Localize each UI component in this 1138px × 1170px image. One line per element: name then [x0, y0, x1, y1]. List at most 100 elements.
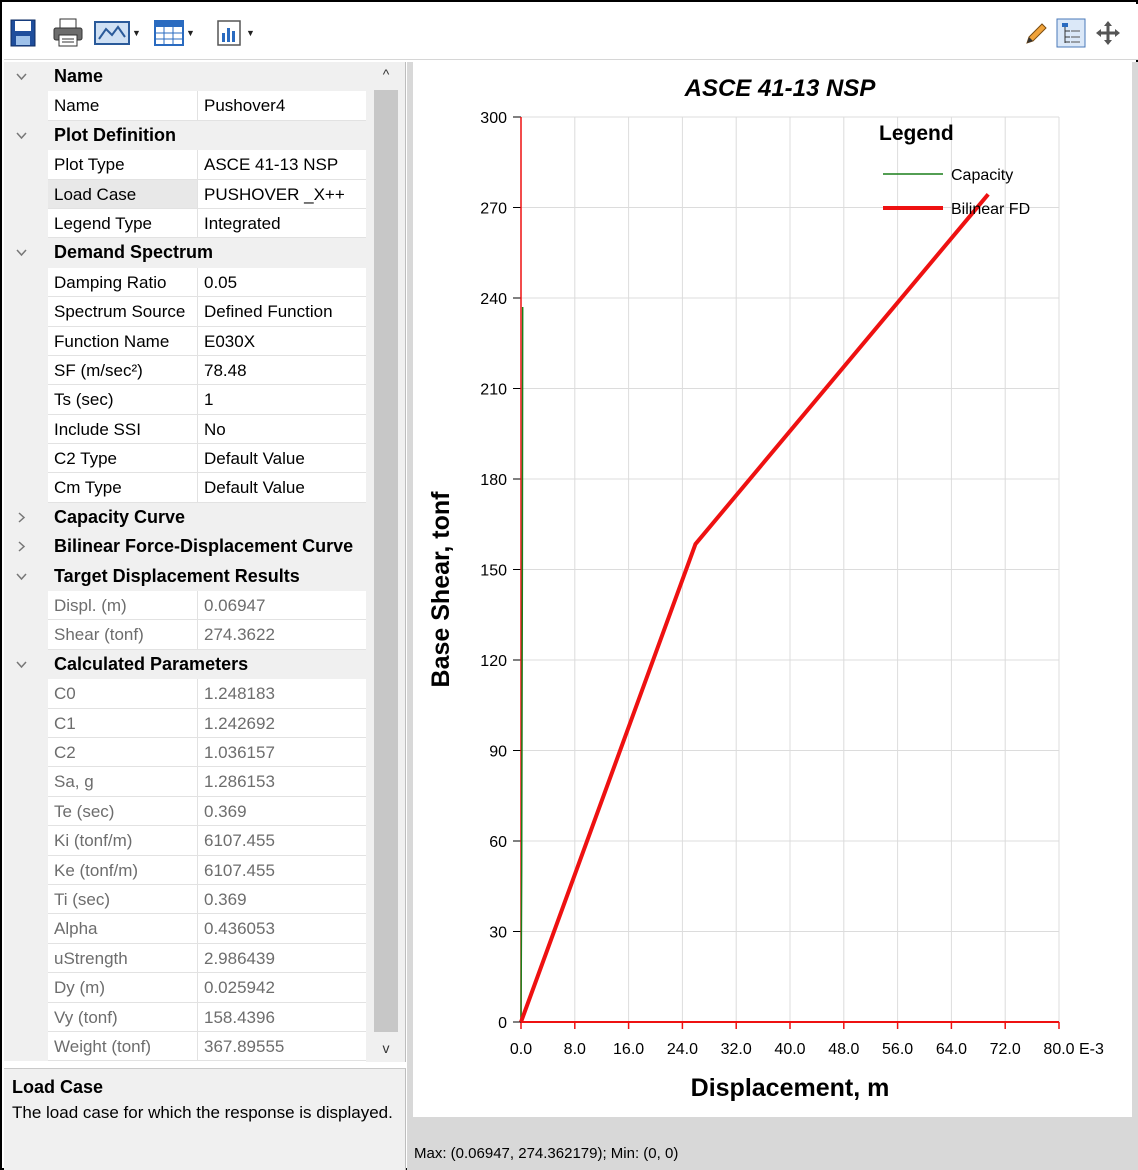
property-value[interactable]: 6107.455: [198, 856, 366, 885]
property-value[interactable]: PUSHOVER _X++: [198, 180, 366, 209]
print-icon: [53, 18, 83, 47]
property-value[interactable]: Default Value: [198, 444, 366, 474]
property-value[interactable]: 0.025942: [198, 973, 366, 1003]
chevron-down-icon[interactable]: [16, 571, 27, 582]
property-value[interactable]: 0.369: [198, 797, 366, 827]
property-value[interactable]: 0.436053: [198, 914, 366, 944]
property-row-name[interactable]: Name Pushover4: [4, 91, 366, 121]
category-calculated-parameters[interactable]: Calculated Parameters: [4, 649, 366, 680]
property-value[interactable]: Pushover4: [198, 91, 366, 121]
gutter: [4, 473, 48, 503]
vertical-scrollbar[interactable]: ^ v: [366, 62, 405, 1062]
property-row-cm-type[interactable]: Cm Type Default Value: [4, 473, 366, 503]
property-value[interactable]: ASCE 41-13 NSP: [198, 150, 366, 180]
plot-panel: ASCE 41-13 NSP 0.0 8.0 16.0 24.0 32.0 40.0 48.0…: [407, 62, 1138, 1170]
save-button[interactable]: [10, 18, 36, 48]
property-row-load-case[interactable]: Load Case PUSHOVER _X++: [4, 179, 366, 209]
gutter: [4, 238, 48, 268]
property-row-c2-type[interactable]: C2 Type Default Value: [4, 444, 366, 474]
property-value[interactable]: 1.286153: [198, 767, 366, 797]
property-row-sa-g[interactable]: Sa, g 1.286153: [4, 767, 366, 797]
y-tick-label: 30: [489, 925, 507, 942]
property-value[interactable]: 1.248183: [198, 679, 366, 709]
property-value[interactable]: 0.369: [198, 885, 366, 915]
property-row-legend-type[interactable]: Legend Type Integrated: [4, 208, 366, 239]
chevron-right-icon[interactable]: [16, 512, 27, 523]
property-name: Te (sec): [48, 796, 198, 827]
property-value[interactable]: 78.48: [198, 356, 366, 386]
category-name[interactable]: Name: [4, 62, 366, 92]
pan-button[interactable]: [1094, 18, 1122, 48]
chevron-down-icon[interactable]: [16, 247, 27, 258]
gutter: [4, 679, 48, 709]
property-value[interactable]: 2.986439: [198, 944, 366, 974]
scrollbar-thumb[interactable]: [374, 90, 398, 1032]
series-line-1: [519, 193, 990, 1023]
table-icon: [154, 20, 184, 46]
table-button[interactable]: ▼: [154, 18, 195, 48]
property-row-ti-sec[interactable]: Ti (sec) 0.369: [4, 884, 366, 915]
tree-view-button[interactable]: [1056, 18, 1086, 48]
property-row-include-ssi[interactable]: Include SSI No: [4, 414, 366, 445]
property-name: Vy (tonf): [48, 1002, 198, 1032]
property-row-c1[interactable]: C1 1.242692: [4, 708, 366, 738]
property-row-plot-type[interactable]: Plot Type ASCE 41-13 NSP: [4, 150, 366, 180]
pushover-chart[interactable]: ASCE 41-13 NSP 0.0 8.0 16.0 24.0 32.0 40.0 48.0…: [413, 62, 1132, 1117]
tree-view-icon: [1056, 18, 1086, 48]
property-name: Dy (m): [48, 973, 198, 1003]
category-plot-definition[interactable]: Plot Definition: [4, 120, 366, 151]
property-row-vy-tonf[interactable]: Vy (tonf) 158.4396: [4, 1002, 366, 1032]
property-row-displ-m[interactable]: Displ. (m) 0.06947: [4, 591, 366, 621]
property-row-dy-m[interactable]: Dy (m) 0.025942: [4, 973, 366, 1003]
property-value[interactable]: 1.242692: [198, 709, 366, 738]
property-row-ke-tonf-m[interactable]: Ke (tonf/m) 6107.455: [4, 855, 366, 885]
property-value[interactable]: No: [198, 415, 366, 445]
property-row-function-name[interactable]: Function Name E030X: [4, 326, 366, 356]
property-value[interactable]: 0.05: [198, 268, 366, 298]
display-options-button[interactable]: ▼: [94, 18, 141, 48]
property-value[interactable]: 0.06947: [198, 591, 366, 621]
category-demand-spectrum[interactable]: Demand Spectrum: [4, 238, 366, 268]
property-row-spectrum-source[interactable]: Spectrum Source Defined Function: [4, 297, 366, 327]
chevron-down-icon[interactable]: [16, 71, 27, 82]
property-row-ts-sec[interactable]: Ts (sec) 1: [4, 385, 366, 415]
gutter: [4, 855, 48, 885]
chevron-down-icon[interactable]: [16, 130, 27, 141]
property-value[interactable]: E030X: [198, 327, 366, 356]
property-value[interactable]: 158.4396: [198, 1003, 366, 1032]
gutter: [4, 826, 48, 856]
property-row-te-sec[interactable]: Te (sec) 0.369: [4, 796, 366, 827]
chevron-down-icon: ▼: [132, 28, 141, 38]
property-value[interactable]: 274.3622: [198, 620, 366, 650]
category-capacity-curve[interactable]: Capacity Curve: [4, 502, 366, 533]
property-row-c2[interactable]: C2 1.036157: [4, 737, 366, 768]
chart-button[interactable]: ▼: [216, 18, 255, 48]
scroll-down-icon[interactable]: v: [382, 1040, 390, 1056]
property-value[interactable]: Default Value: [198, 473, 366, 503]
property-value[interactable]: Defined Function: [198, 297, 366, 327]
property-name: Sa, g: [48, 767, 198, 797]
category-bilinear-force-displacement-curve[interactable]: Bilinear Force-Displacement Curve: [4, 532, 366, 562]
property-row-weight-tonf[interactable]: Weight (tonf) 367.89555: [4, 1031, 366, 1062]
property-row-alpha[interactable]: Alpha 0.436053: [4, 914, 366, 944]
property-row-shear-tonf[interactable]: Shear (tonf) 274.3622: [4, 620, 366, 650]
edit-button[interactable]: [1022, 18, 1050, 48]
property-row-c0[interactable]: C0 1.248183: [4, 679, 366, 709]
chevron-down-icon[interactable]: [16, 659, 27, 670]
category-target-displacement-results[interactable]: Target Displacement Results: [4, 561, 366, 592]
x-axis-scale-suffix: E-3: [1079, 1041, 1104, 1058]
property-row-ustrength[interactable]: uStrength 2.986439: [4, 943, 366, 974]
property-row-damping-ratio[interactable]: Damping Ratio 0.05: [4, 267, 366, 298]
category-label: Plot Definition: [54, 124, 176, 145]
property-row-sf-m-sec[interactable]: SF (m/sec²) 78.48: [4, 355, 366, 386]
chevron-right-icon[interactable]: [16, 541, 27, 552]
property-value[interactable]: 6107.455: [198, 826, 366, 856]
legend-title: Legend: [879, 122, 954, 145]
property-row-ki-tonf-m[interactable]: Ki (tonf/m) 6107.455: [4, 826, 366, 856]
property-value[interactable]: 1.036157: [198, 738, 366, 768]
scroll-up-icon[interactable]: ^: [382, 66, 390, 82]
print-button[interactable]: [52, 18, 84, 48]
property-value[interactable]: Integrated: [198, 209, 366, 239]
property-value[interactable]: 1: [198, 385, 366, 415]
property-value[interactable]: 367.89555: [198, 1032, 366, 1062]
